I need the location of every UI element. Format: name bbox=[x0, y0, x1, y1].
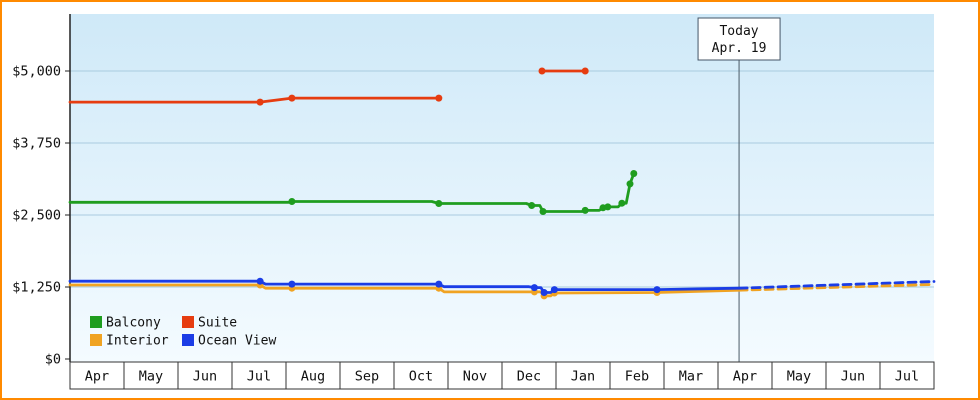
legend-swatch bbox=[182, 334, 194, 346]
legend-item-interior: Interior bbox=[90, 334, 169, 349]
price-point bbox=[626, 180, 634, 188]
series-balcony bbox=[68, 170, 638, 215]
month-label: Jun bbox=[193, 369, 217, 385]
y-axis-label: $0 bbox=[45, 352, 61, 368]
month-label: Apr bbox=[733, 369, 757, 385]
legend-swatch bbox=[90, 316, 102, 328]
month-label: Jul bbox=[247, 369, 271, 385]
y-axis-label: $3,750 bbox=[12, 136, 61, 152]
today-box-line2: Apr. 19 bbox=[712, 41, 767, 56]
price-point bbox=[528, 202, 536, 209]
today-box-frame bbox=[697, 17, 781, 61]
today-box: Today Apr. 19 bbox=[697, 17, 781, 61]
price-point bbox=[653, 286, 661, 294]
legend-label: Suite bbox=[198, 316, 237, 331]
price-point bbox=[618, 199, 626, 207]
price-point bbox=[288, 94, 296, 102]
price-point bbox=[538, 67, 546, 75]
month-label: Jul bbox=[895, 369, 919, 385]
price-projection-line bbox=[737, 280, 936, 290]
price-point bbox=[540, 289, 548, 296]
legend-item-ocean-view: Ocean View bbox=[182, 334, 276, 349]
month-label: Oct bbox=[409, 369, 433, 385]
y-axis-label: $1,250 bbox=[12, 280, 61, 296]
price-projection-line bbox=[737, 282, 936, 292]
price-point bbox=[256, 277, 264, 285]
month-label: May bbox=[787, 369, 811, 385]
month-label: Aug bbox=[301, 369, 325, 385]
legend-swatch bbox=[182, 316, 194, 328]
y-axis-label: $5,000 bbox=[12, 64, 61, 80]
legend-item-suite: Suite bbox=[182, 316, 237, 331]
month-label: Apr bbox=[85, 369, 109, 385]
y-axis-label: $2,500 bbox=[12, 208, 61, 224]
price-point bbox=[550, 286, 558, 294]
month-label: Dec bbox=[517, 369, 541, 385]
price-point bbox=[630, 170, 638, 177]
series-ocean-view bbox=[68, 277, 936, 296]
month-label: May bbox=[139, 369, 163, 385]
plot-area bbox=[70, 14, 934, 362]
month-label: Feb bbox=[625, 369, 649, 385]
month-label: Sep bbox=[355, 369, 379, 385]
price-point bbox=[435, 200, 443, 207]
price-point bbox=[435, 280, 443, 288]
price-point bbox=[530, 284, 538, 292]
price-point bbox=[435, 94, 443, 102]
price-line bbox=[68, 96, 441, 104]
legend-swatch bbox=[90, 334, 102, 346]
legend-label: Balcony bbox=[106, 316, 161, 331]
legend-item-balcony: Balcony bbox=[90, 316, 161, 331]
price-point bbox=[288, 280, 296, 288]
month-label: Nov bbox=[463, 369, 487, 385]
price-point bbox=[256, 98, 264, 106]
month-label: Mar bbox=[679, 369, 703, 385]
month-label: Jun bbox=[841, 369, 865, 385]
price-point bbox=[604, 203, 612, 211]
legend-label: Interior bbox=[106, 334, 169, 349]
legend-label: Ocean View bbox=[198, 334, 276, 349]
series-suite bbox=[68, 67, 589, 106]
today-box-line1: Today bbox=[719, 24, 758, 39]
price-point bbox=[581, 206, 589, 214]
price-point bbox=[539, 208, 547, 215]
price-point bbox=[288, 198, 296, 205]
month-label: Jan bbox=[571, 369, 595, 385]
price-point bbox=[581, 67, 589, 75]
